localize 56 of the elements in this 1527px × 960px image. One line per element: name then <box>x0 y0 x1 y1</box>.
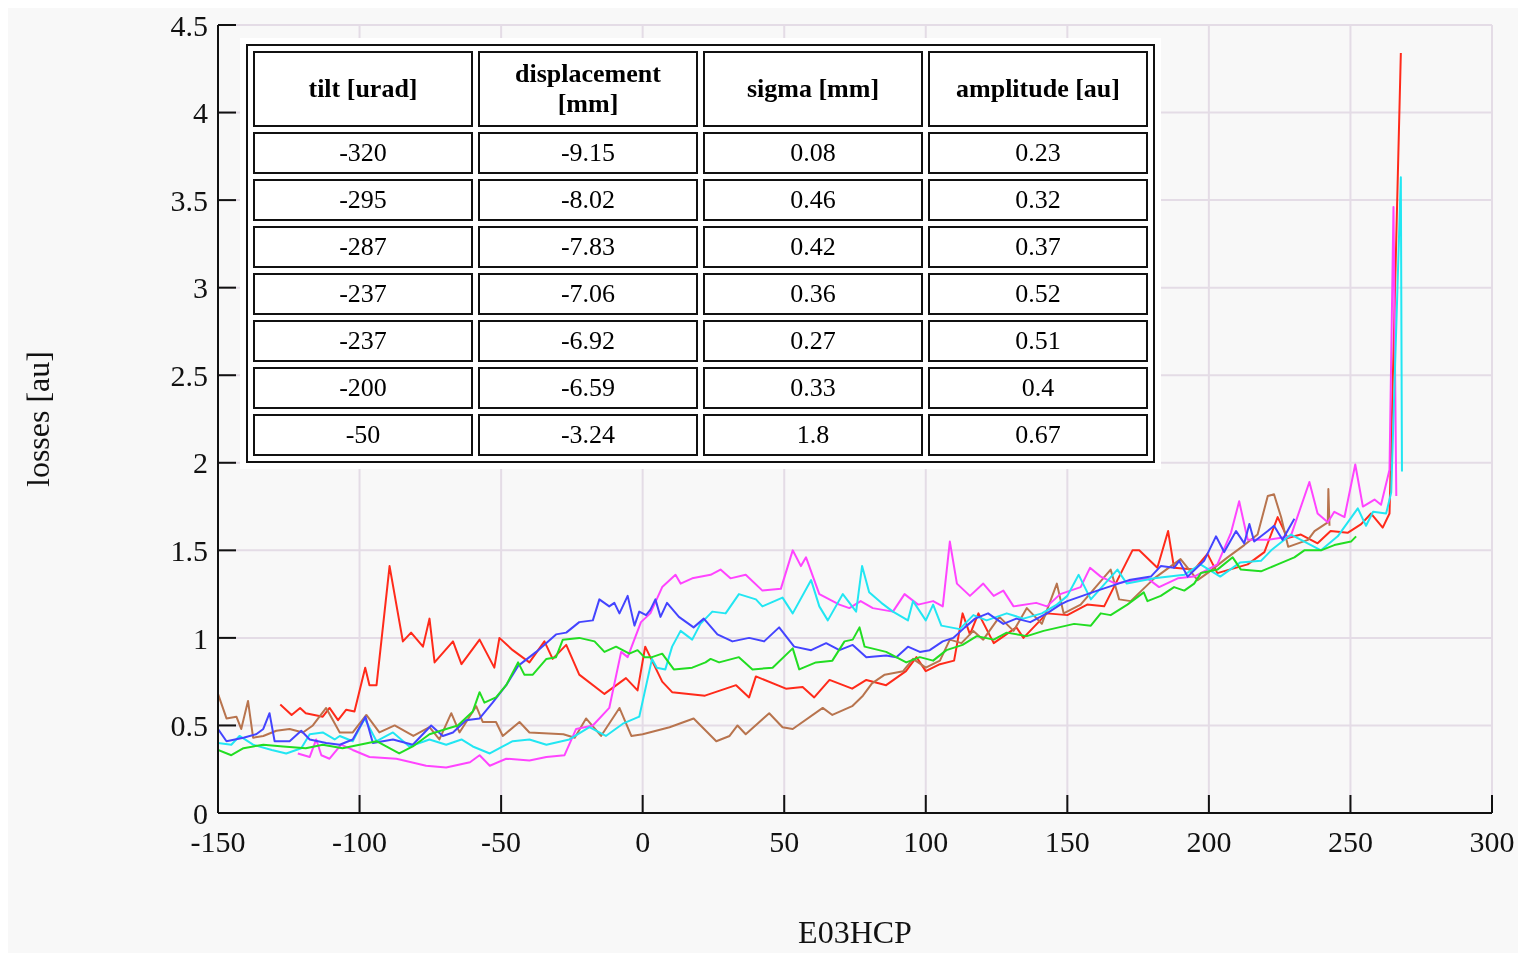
annotation: displacement [mm] <box>478 51 698 127</box>
annotation: 0.46 <box>703 179 923 221</box>
y-tick-label: 1 <box>193 621 208 655</box>
x-tick-label: 300 <box>1469 825 1515 859</box>
line-series <box>218 517 1296 746</box>
annotation: 0.52 <box>928 273 1148 315</box>
annotation: sigma [mm] <box>703 51 923 127</box>
annotation: -237 <box>253 320 473 362</box>
annotation: -237 <box>253 273 473 315</box>
annotation: -50 <box>253 414 473 456</box>
annotation: 1.8 <box>703 414 923 456</box>
y-tick-label: 2 <box>193 446 208 480</box>
annotation: 0.33 <box>703 367 923 409</box>
annotation: -320 <box>253 132 473 174</box>
x-tick-label: -100 <box>332 825 388 859</box>
annotation: -295 <box>253 179 473 221</box>
y-tick-label: 1.5 <box>170 533 208 567</box>
annotation: -287 <box>253 226 473 268</box>
annotation: 0.32 <box>928 179 1148 221</box>
y-tick-label: 4 <box>193 96 208 130</box>
annotation: -6.59 <box>478 367 698 409</box>
x-tick-label: -50 <box>481 825 522 859</box>
line-series <box>218 535 1358 757</box>
annotation: -3.24 <box>478 414 698 456</box>
annotation: tilt [urad] <box>253 51 473 127</box>
annotation: 0.37 <box>928 226 1148 268</box>
annotation: 0.36 <box>703 273 923 315</box>
annotation: 0.42 <box>703 226 923 268</box>
annotation: -7.06 <box>478 273 698 315</box>
y-tick-label: 2.5 <box>170 358 208 392</box>
annotation: 0.08 <box>703 132 923 174</box>
annotation: 0.27 <box>703 320 923 362</box>
y-tick-label: 4.5 <box>170 8 208 42</box>
line-series <box>279 52 1402 722</box>
annotation: -200 <box>253 367 473 409</box>
x-tick-label: 50 <box>769 825 800 859</box>
annotation: 0.51 <box>928 320 1148 362</box>
annotation: -6.92 <box>478 320 698 362</box>
annotation: -7.83 <box>478 226 698 268</box>
x-tick-label: 100 <box>903 825 949 859</box>
annotation: amplitude [au] <box>928 51 1148 127</box>
annotation: 0.67 <box>928 414 1148 456</box>
line-series <box>218 488 1331 743</box>
annotation: 0.4 <box>928 367 1148 409</box>
x-tick-label: 150 <box>1044 825 1090 859</box>
annotation: -8.02 <box>478 179 698 221</box>
x-tick-label: 250 <box>1327 825 1373 859</box>
y-tick-label: 0.5 <box>170 709 208 743</box>
y-axis-title: losses [au] <box>20 351 57 487</box>
x-tick-label: 0 <box>635 825 651 859</box>
annotation: 0.23 <box>928 132 1148 174</box>
y-tick-label: 3 <box>193 271 208 305</box>
annotation: -9.15 <box>478 132 698 174</box>
x-tick-label: 200 <box>1186 825 1232 859</box>
x-axis-title: E03HCP <box>798 914 912 950</box>
y-tick-label: 3.5 <box>170 183 208 217</box>
